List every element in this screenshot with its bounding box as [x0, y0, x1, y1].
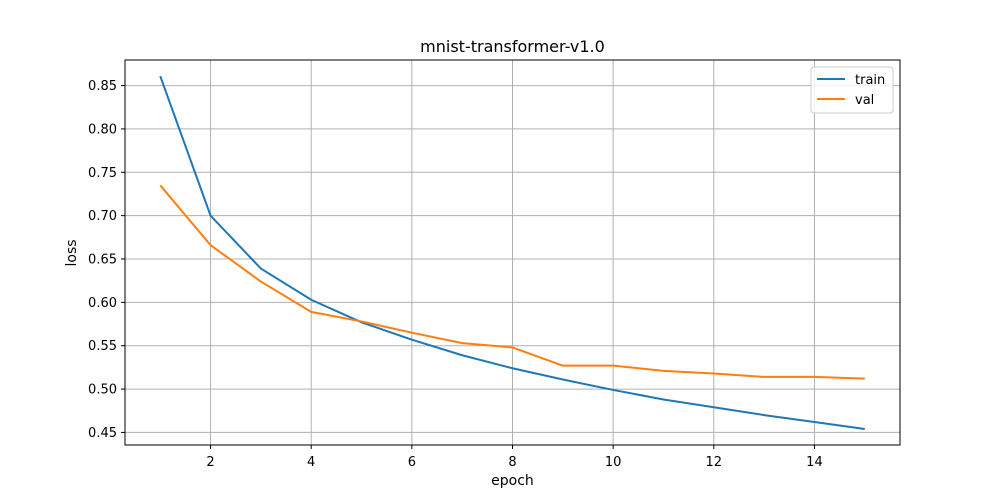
y-tick-label: 0.55 — [88, 339, 117, 354]
series-line-train — [159, 75, 865, 430]
grid — [125, 60, 900, 445]
x-tick-label: 12 — [706, 455, 723, 470]
y-tick-label: 0.50 — [88, 383, 117, 398]
legend-label-train: train — [855, 73, 885, 88]
chart-title: mnist-transformer-v1.0 — [420, 37, 605, 56]
y-tick-label: 0.70 — [88, 209, 117, 224]
ticks: 2 4 6 8 10 12 14 0.45 0.50 0.55 0.60 0.65 0.70 0.75 0.… — [88, 79, 823, 470]
x-tick-label: 2 — [206, 455, 214, 470]
x-tick-label: 14 — [806, 455, 823, 470]
x-tick-label: 4 — [307, 455, 315, 470]
x-tick-label: 6 — [408, 455, 416, 470]
series-line-val — [159, 184, 865, 380]
y-tick-label: 0.60 — [88, 296, 117, 311]
x-tick-label: 10 — [605, 455, 622, 470]
legend-label-val: val — [855, 93, 874, 108]
x-tick-label: 8 — [508, 455, 516, 470]
y-axis-label: loss — [64, 239, 80, 266]
x-axis-label: epoch — [491, 473, 534, 489]
series-layer — [159, 75, 865, 430]
y-tick-label: 0.65 — [88, 253, 117, 268]
y-tick-label: 0.75 — [88, 166, 117, 181]
y-tick-label: 0.85 — [88, 79, 117, 94]
legend: train val — [810, 66, 894, 114]
y-tick-label: 0.80 — [88, 122, 117, 137]
y-tick-label: 0.45 — [88, 426, 117, 441]
